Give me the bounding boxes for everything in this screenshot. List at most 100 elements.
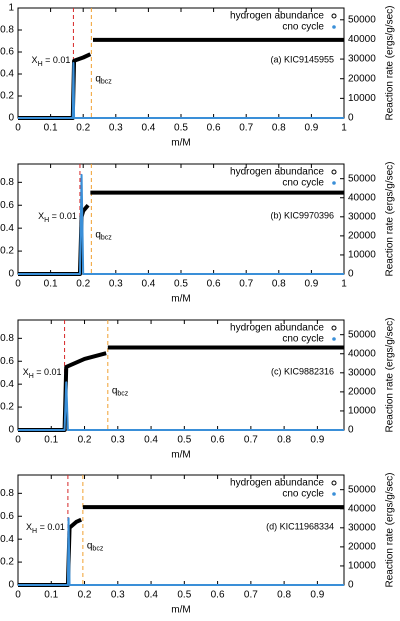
x-tick-label: 0.4 <box>141 279 155 290</box>
x-tick-label: 0.7 <box>244 435 258 446</box>
x-tick-label: 0.8 <box>277 590 291 601</box>
y2-tick-label: 50000 <box>348 484 376 495</box>
x-tick-label: 0.4 <box>144 435 158 446</box>
xh-annotation: XH = 0.01 <box>38 211 77 223</box>
y2-tick-label: 10000 <box>348 561 376 572</box>
xh-text: X <box>26 522 32 532</box>
x-tick-label: 0.3 <box>109 279 123 290</box>
x-tick-label: 0.1 <box>44 590 58 601</box>
x-tick-label: 0.6 <box>207 279 221 290</box>
qbcz-annotation: qbcz <box>95 73 112 85</box>
x-tick-label: 0.9 <box>304 279 318 290</box>
x-axis-label: m/M <box>171 450 190 461</box>
y2-tick-label: 40000 <box>348 348 376 359</box>
y-tick-label: 0.6 <box>0 356 14 367</box>
xh-text: X <box>23 367 29 377</box>
qbcz-sub: bcz <box>101 234 112 241</box>
x-tick-label: 0.8 <box>272 279 286 290</box>
y2-tick-label: 30000 <box>348 54 376 65</box>
y-tick-label: 0.2 <box>0 246 14 257</box>
xh-annotation: XH = 0.01 <box>23 367 62 379</box>
qbcz-text: q <box>112 385 118 396</box>
legend-label: cno cycle <box>282 178 324 189</box>
x-tick-label: 0.5 <box>177 590 191 601</box>
y2-tick-label: 20000 <box>348 542 376 553</box>
cno-line <box>18 62 344 119</box>
y2-axis-label: Reaction rate (ergs/g/sec) <box>385 5 396 120</box>
y2-tick-label: 0 <box>348 113 354 124</box>
hydrogen-line <box>18 190 344 276</box>
x-tick-label: 0.7 <box>239 123 253 134</box>
panel-label: (d) KIC11968334 <box>266 521 334 531</box>
y2-axis-label: Reaction rate (ergs/g/sec) <box>385 161 396 276</box>
x-tick-label: 0.1 <box>44 279 58 290</box>
qbcz-sub: bcz <box>117 390 128 397</box>
y2-tick-label: 20000 <box>348 73 376 84</box>
legend-label: cno cycle <box>282 489 324 500</box>
y-tick-label: 0 <box>8 269 14 280</box>
hydrogen-line <box>18 505 344 587</box>
y-tick-label: 0.8 <box>0 333 14 344</box>
y2-tick-label: 50000 <box>348 14 376 25</box>
y2-tick-label: 0 <box>348 580 354 591</box>
y2-tick-label: 40000 <box>348 34 376 45</box>
panel-label: (b) KIC9970396 <box>270 210 334 220</box>
x-axis-label: m/M <box>171 605 190 616</box>
y2-tick-label: 10000 <box>348 406 376 417</box>
xh-text: X <box>32 55 38 65</box>
y-tick-label: 0.4 <box>0 69 14 80</box>
qbcz-text: q <box>87 540 93 551</box>
y2-tick-label: 0 <box>348 269 354 280</box>
x-tick-label: 0.2 <box>76 123 90 134</box>
y-tick-label: 0.8 <box>0 488 14 499</box>
y-tick-label: 0 <box>8 580 14 591</box>
qbcz-sub: bcz <box>92 545 103 552</box>
xh-rest: = 0.01 <box>34 367 62 377</box>
y2-tick-label: 0 <box>348 425 354 436</box>
panel-label: (c) KIC9882316 <box>271 366 334 376</box>
y-tick-label: 0 <box>8 425 14 436</box>
legend-marker <box>331 13 337 19</box>
legend-marker <box>331 480 337 486</box>
y2-tick-label: 40000 <box>348 192 376 203</box>
x-tick-label: 0.4 <box>144 590 158 601</box>
y2-tick-label: 10000 <box>348 93 376 104</box>
xh-annotation: XH = 0.01 <box>32 55 71 67</box>
qbcz-annotation: qbcz <box>112 385 129 397</box>
legend-marker <box>332 181 336 185</box>
y2-tick-label: 40000 <box>348 503 376 514</box>
xh-sub: H <box>32 528 37 535</box>
xh-rest: = 0.01 <box>49 211 77 221</box>
x-tick-label: 0.3 <box>111 435 125 446</box>
x-tick-label: 0.3 <box>109 123 123 134</box>
x-tick-label: 0.7 <box>239 279 253 290</box>
y-tick-label: 0.8 <box>0 25 14 36</box>
cno-line <box>18 381 344 431</box>
y-tick-label: 0 <box>8 113 14 124</box>
xh-rest: = 0.01 <box>43 55 71 65</box>
x-tick-label: 0 <box>15 279 21 290</box>
y2-axis-label: Reaction rate (ergs/g/sec) <box>385 317 396 432</box>
legend-label: hydrogen abundance <box>230 11 324 22</box>
x-tick-label: 0.5 <box>174 279 188 290</box>
x-tick-label: 0.5 <box>174 123 188 134</box>
x-tick-label: 0.7 <box>244 590 258 601</box>
y-tick-label: 0.6 <box>0 47 14 58</box>
y2-tick-label: 30000 <box>348 211 376 222</box>
hydrogen-line <box>18 37 344 120</box>
y-tick-label: 1 <box>8 3 14 14</box>
x-tick-label: 0.8 <box>277 435 291 446</box>
y-tick-label: 0.6 <box>0 511 14 522</box>
xh-text: X <box>38 211 44 221</box>
legend-label: cno cycle <box>282 334 324 345</box>
x-axis-label: m/M <box>171 294 190 305</box>
y-tick-label: 0.4 <box>0 223 14 234</box>
y-tick-label: 0.4 <box>0 379 14 390</box>
y2-tick-label: 20000 <box>348 231 376 242</box>
cno-line <box>18 173 344 275</box>
x-tick-label: 0.9 <box>310 435 324 446</box>
x-tick-label: 0.1 <box>44 435 58 446</box>
qbcz-annotation: qbcz <box>95 229 112 241</box>
y2-axis-label: Reaction rate (ergs/g/sec) <box>385 472 396 587</box>
x-tick-label: 0.2 <box>78 435 92 446</box>
